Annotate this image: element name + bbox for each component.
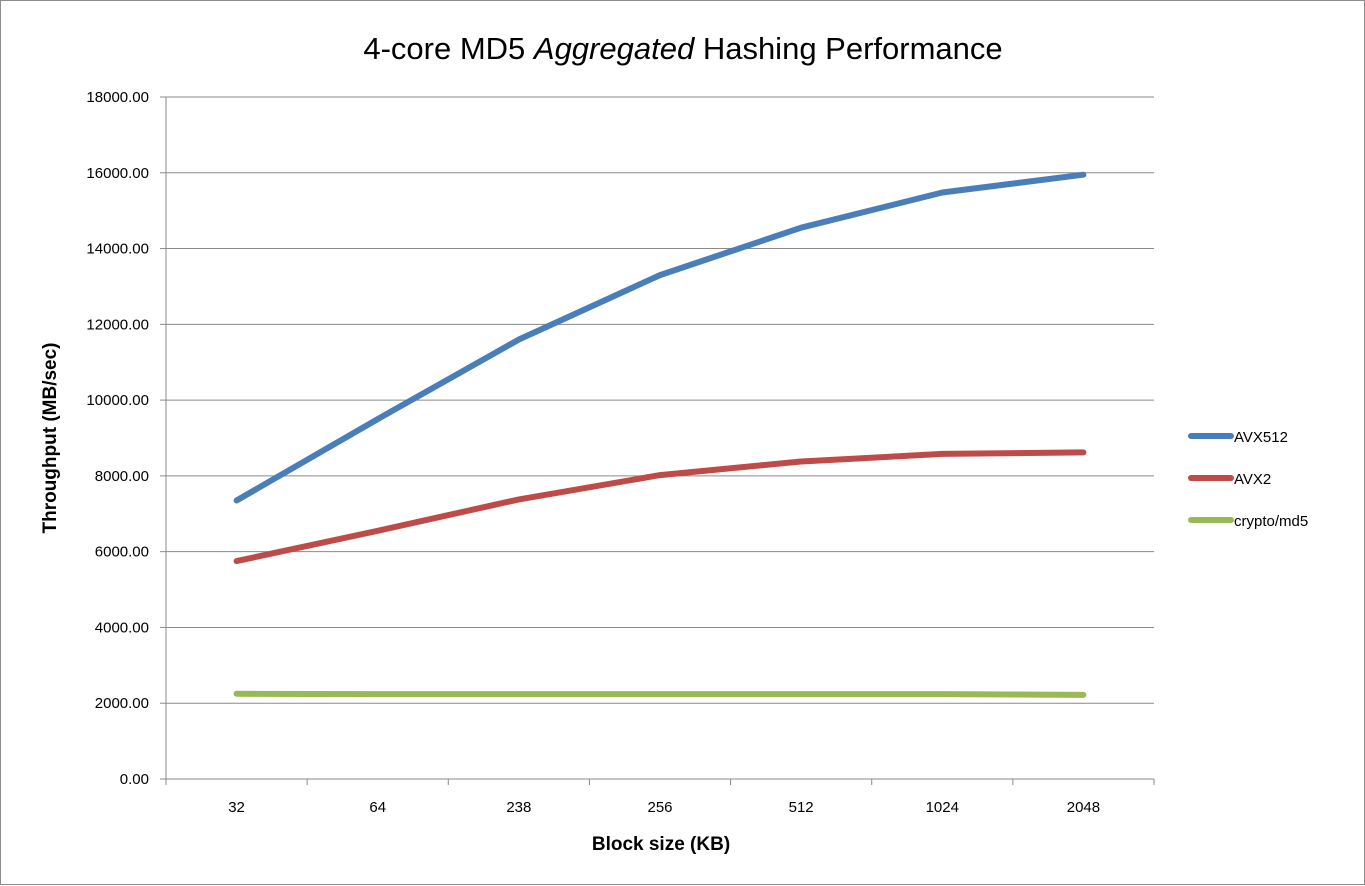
legend-label: AVX2 (1234, 471, 1271, 488)
x-tick-label: 1024 (926, 799, 959, 816)
gridlines (166, 96, 1154, 704)
legend: AVX512 AVX2 crypto/md5 (1188, 429, 1308, 530)
x-tick-label: 512 (789, 799, 814, 816)
y-tick-label: 2000.00 (95, 695, 149, 712)
y-tick-label: 18000.00 (86, 89, 149, 106)
series-lines (233, 171, 1087, 698)
y-tick-label: 16000.00 (86, 165, 149, 182)
series-line-avx512 (233, 171, 1087, 504)
legend-label: AVX512 (1234, 429, 1288, 446)
y-tick-label: 12000.00 (86, 316, 149, 333)
chart-title-suffix: Hashing Performance (694, 31, 1002, 66)
chart-title-emphasis: Aggregated (532, 31, 696, 66)
y-tick-label: 4000.00 (95, 619, 149, 636)
x-tick-label: 238 (506, 799, 531, 816)
y-tick-label: 8000.00 (95, 468, 149, 485)
chart-title-prefix: 4-core MD5 (363, 31, 534, 66)
y-tick-label: 6000.00 (95, 544, 149, 561)
y-tick-label: 14000.00 (86, 241, 149, 258)
y-axis-title: Throughput (MB/sec) (40, 342, 61, 533)
series-line-avx2 (233, 449, 1087, 565)
y-tick-label: 10000.00 (86, 392, 149, 409)
legend-label: crypto/md5 (1234, 513, 1308, 530)
x-tick-label: 2048 (1067, 799, 1100, 816)
x-axis-title: Block size (KB) (592, 834, 730, 855)
x-tick-label: 32 (228, 799, 245, 816)
chart-title: 4-core MD5 Aggregated Hashing Performanc… (363, 31, 1002, 66)
y-tick-label: 0.00 (120, 771, 149, 788)
series-line-crypto-md5 (233, 690, 1087, 698)
axes: 0.00 2000.00 4000.00 6000.00 8000.00 10000.00… (86, 89, 1155, 816)
x-tick-label: 64 (369, 799, 386, 816)
x-tick-label: 256 (647, 799, 672, 816)
